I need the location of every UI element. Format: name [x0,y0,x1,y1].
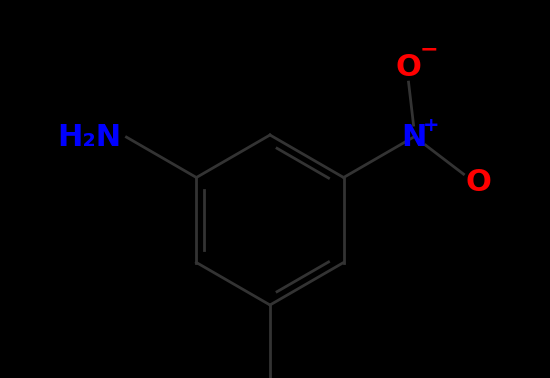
Text: H₂N: H₂N [57,122,122,152]
Text: N: N [401,122,426,152]
Text: O: O [395,53,421,82]
Text: −: − [419,39,438,59]
Text: O: O [466,167,492,197]
Text: +: + [424,116,440,135]
